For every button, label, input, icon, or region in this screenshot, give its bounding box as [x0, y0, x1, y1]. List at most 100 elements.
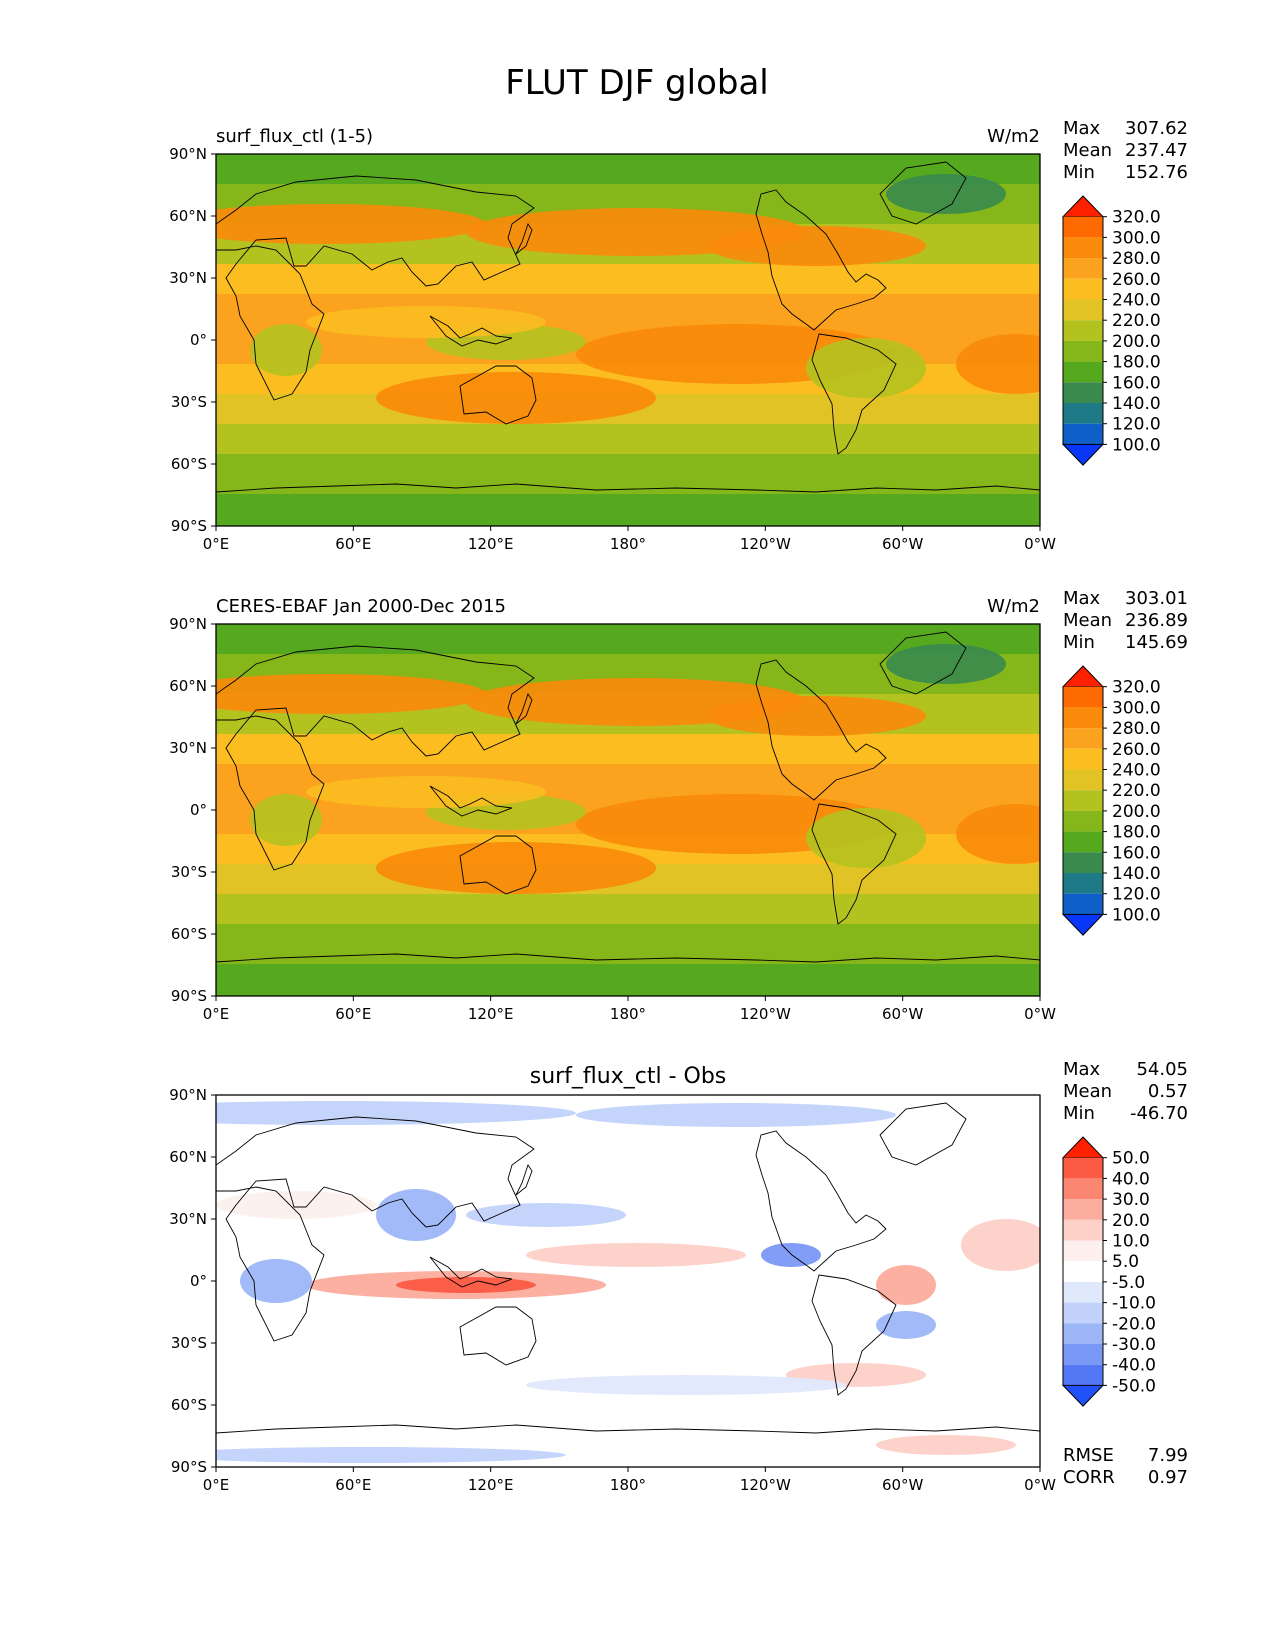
colorbar-label: -5.0: [1112, 1273, 1145, 1293]
colorbar-label: 260.0: [1112, 270, 1161, 290]
colorbar-label: 120.0: [1112, 885, 1161, 905]
colorbar-segment: [1063, 1219, 1103, 1241]
colorbar-label: 140.0: [1112, 394, 1161, 414]
y-tick-label: 30°S: [171, 1334, 207, 1352]
colorbar-label: 20.0: [1112, 1211, 1150, 1231]
colorbar-label: -20.0: [1112, 1314, 1156, 1334]
y-tick-label: 0°: [190, 801, 207, 819]
y-tick-label: 0°: [190, 1272, 207, 1290]
stat-mean-value: 236.89: [1125, 610, 1188, 631]
colorbar-label: -50.0: [1112, 1376, 1156, 1396]
colorbar-segment: [1063, 1364, 1103, 1386]
colorbar-segment: [1063, 728, 1103, 749]
stat-max-value: 54.05: [1136, 1059, 1188, 1080]
colorbar-label: 320.0: [1112, 208, 1161, 228]
colorbar-label: 10.0: [1112, 1232, 1150, 1252]
colorbar-segment: [1063, 748, 1103, 770]
stat-max-label: Max: [1063, 1059, 1101, 1080]
y-tick-label: 30°N: [169, 269, 207, 287]
rmse-value: 7.99: [1148, 1445, 1188, 1466]
colorbar-segment: [1063, 1344, 1103, 1365]
colorbar-label: 100.0: [1112, 435, 1161, 455]
panel-units: W/m2: [987, 126, 1040, 147]
stat-max-value: 303.01: [1125, 588, 1188, 609]
colorbar-label: 180.0: [1112, 823, 1161, 843]
y-tick-label: 60°S: [171, 455, 207, 473]
colorbar-label: 300.0: [1112, 698, 1161, 718]
y-tick-label: 90°S: [171, 517, 207, 535]
colorbar-segment: [1063, 1199, 1103, 1220]
colorbar-label: 40.0: [1112, 1169, 1150, 1189]
colorbar-label: 30.0: [1112, 1190, 1150, 1210]
colorbar-label: 220.0: [1112, 311, 1161, 331]
y-tick-label: 30°N: [169, 739, 207, 757]
stat-min-value: -46.70: [1130, 1103, 1188, 1124]
colorbar: 320.0300.0280.0260.0240.0220.0200.0180.0…: [1061, 665, 1161, 936]
colorbar-extend-top: [1061, 1136, 1105, 1159]
y-tick-label: 30°S: [171, 393, 207, 411]
colorbar-segment: [1063, 831, 1103, 853]
colorbar-label: -30.0: [1112, 1335, 1156, 1355]
colorbar-label: 200.0: [1112, 802, 1161, 822]
colorbar-label: 240.0: [1112, 761, 1161, 781]
stat-min-label: Min: [1063, 162, 1095, 183]
colorbar-segment: [1063, 686, 1103, 708]
y-tick-label: 60°S: [171, 925, 207, 943]
x-tick-label: 60°E: [335, 535, 371, 553]
x-tick-label: 180°: [610, 1476, 646, 1494]
colorbar-extend-bottom: [1061, 443, 1105, 466]
y-tick-label: 60°S: [171, 1396, 207, 1414]
y-tick-label: 60°N: [169, 1148, 207, 1166]
panel-left-title: CERES-EBAF Jan 2000-Dec 2015: [216, 596, 506, 617]
x-tick-label: 120°W: [740, 535, 791, 553]
stat-max-label: Max: [1063, 118, 1101, 139]
corr-value: 0.97: [1148, 1467, 1188, 1488]
y-tick-label: 90°S: [171, 987, 207, 1005]
rmse-label: RMSE: [1063, 1445, 1114, 1466]
panel-left-title: surf_flux_ctl (1-5): [216, 126, 373, 147]
colorbar-segment: [1063, 790, 1103, 811]
colorbar-label: 320.0: [1112, 678, 1161, 698]
colorbar-label: 140.0: [1112, 864, 1161, 884]
x-tick-label: 0°E: [203, 1005, 230, 1023]
colorbar-label: 160.0: [1112, 373, 1161, 393]
colorbar-segment: [1063, 340, 1103, 362]
stat-mean-label: Mean: [1063, 140, 1112, 161]
x-tick-label: 120°E: [468, 1005, 514, 1023]
x-tick-label: 0°E: [203, 1476, 230, 1494]
map-field: [216, 154, 1040, 526]
colorbar-segment: [1063, 1323, 1103, 1344]
stat-min-label: Min: [1063, 632, 1095, 653]
colorbar-label: 280.0: [1112, 719, 1161, 739]
colorbar-label: 120.0: [1112, 415, 1161, 435]
colorbar-segment: [1063, 278, 1103, 300]
x-tick-label: 60°E: [335, 1005, 371, 1023]
y-tick-label: 60°N: [169, 677, 207, 695]
colorbar-segment: [1063, 258, 1103, 279]
x-tick-label: 180°: [610, 535, 646, 553]
colorbar-segment: [1063, 1281, 1103, 1303]
colorbar-label: -10.0: [1112, 1294, 1156, 1314]
stat-min-label: Min: [1063, 1103, 1095, 1124]
y-tick-label: 90°S: [171, 1458, 207, 1476]
x-tick-label: 0°W: [1024, 1005, 1056, 1023]
colorbar-segment: [1063, 423, 1103, 445]
colorbar-segment: [1063, 403, 1103, 424]
y-tick-label: 90°N: [169, 1086, 207, 1104]
colorbar-label: 180.0: [1112, 353, 1161, 373]
colorbar-segment: [1063, 852, 1103, 873]
x-tick-label: 60°W: [882, 1005, 924, 1023]
colorbar-extend-bottom: [1061, 1384, 1105, 1407]
colorbar-label: 50.0: [1112, 1149, 1150, 1169]
y-tick-label: 90°N: [169, 145, 207, 163]
x-tick-label: 120°E: [468, 535, 514, 553]
map-field: [216, 1095, 1040, 1467]
map-field: [216, 624, 1040, 996]
y-tick-label: 0°: [190, 331, 207, 349]
panel-test: surf_flux_ctl (1-5) W/m2 Max 307.62 Mean 237.…: [169, 118, 1188, 553]
colorbar-segment: [1063, 1178, 1103, 1200]
x-tick-label: 60°W: [882, 535, 924, 553]
colorbar-extend-top: [1061, 195, 1105, 218]
y-tick-label: 30°N: [169, 1210, 207, 1228]
